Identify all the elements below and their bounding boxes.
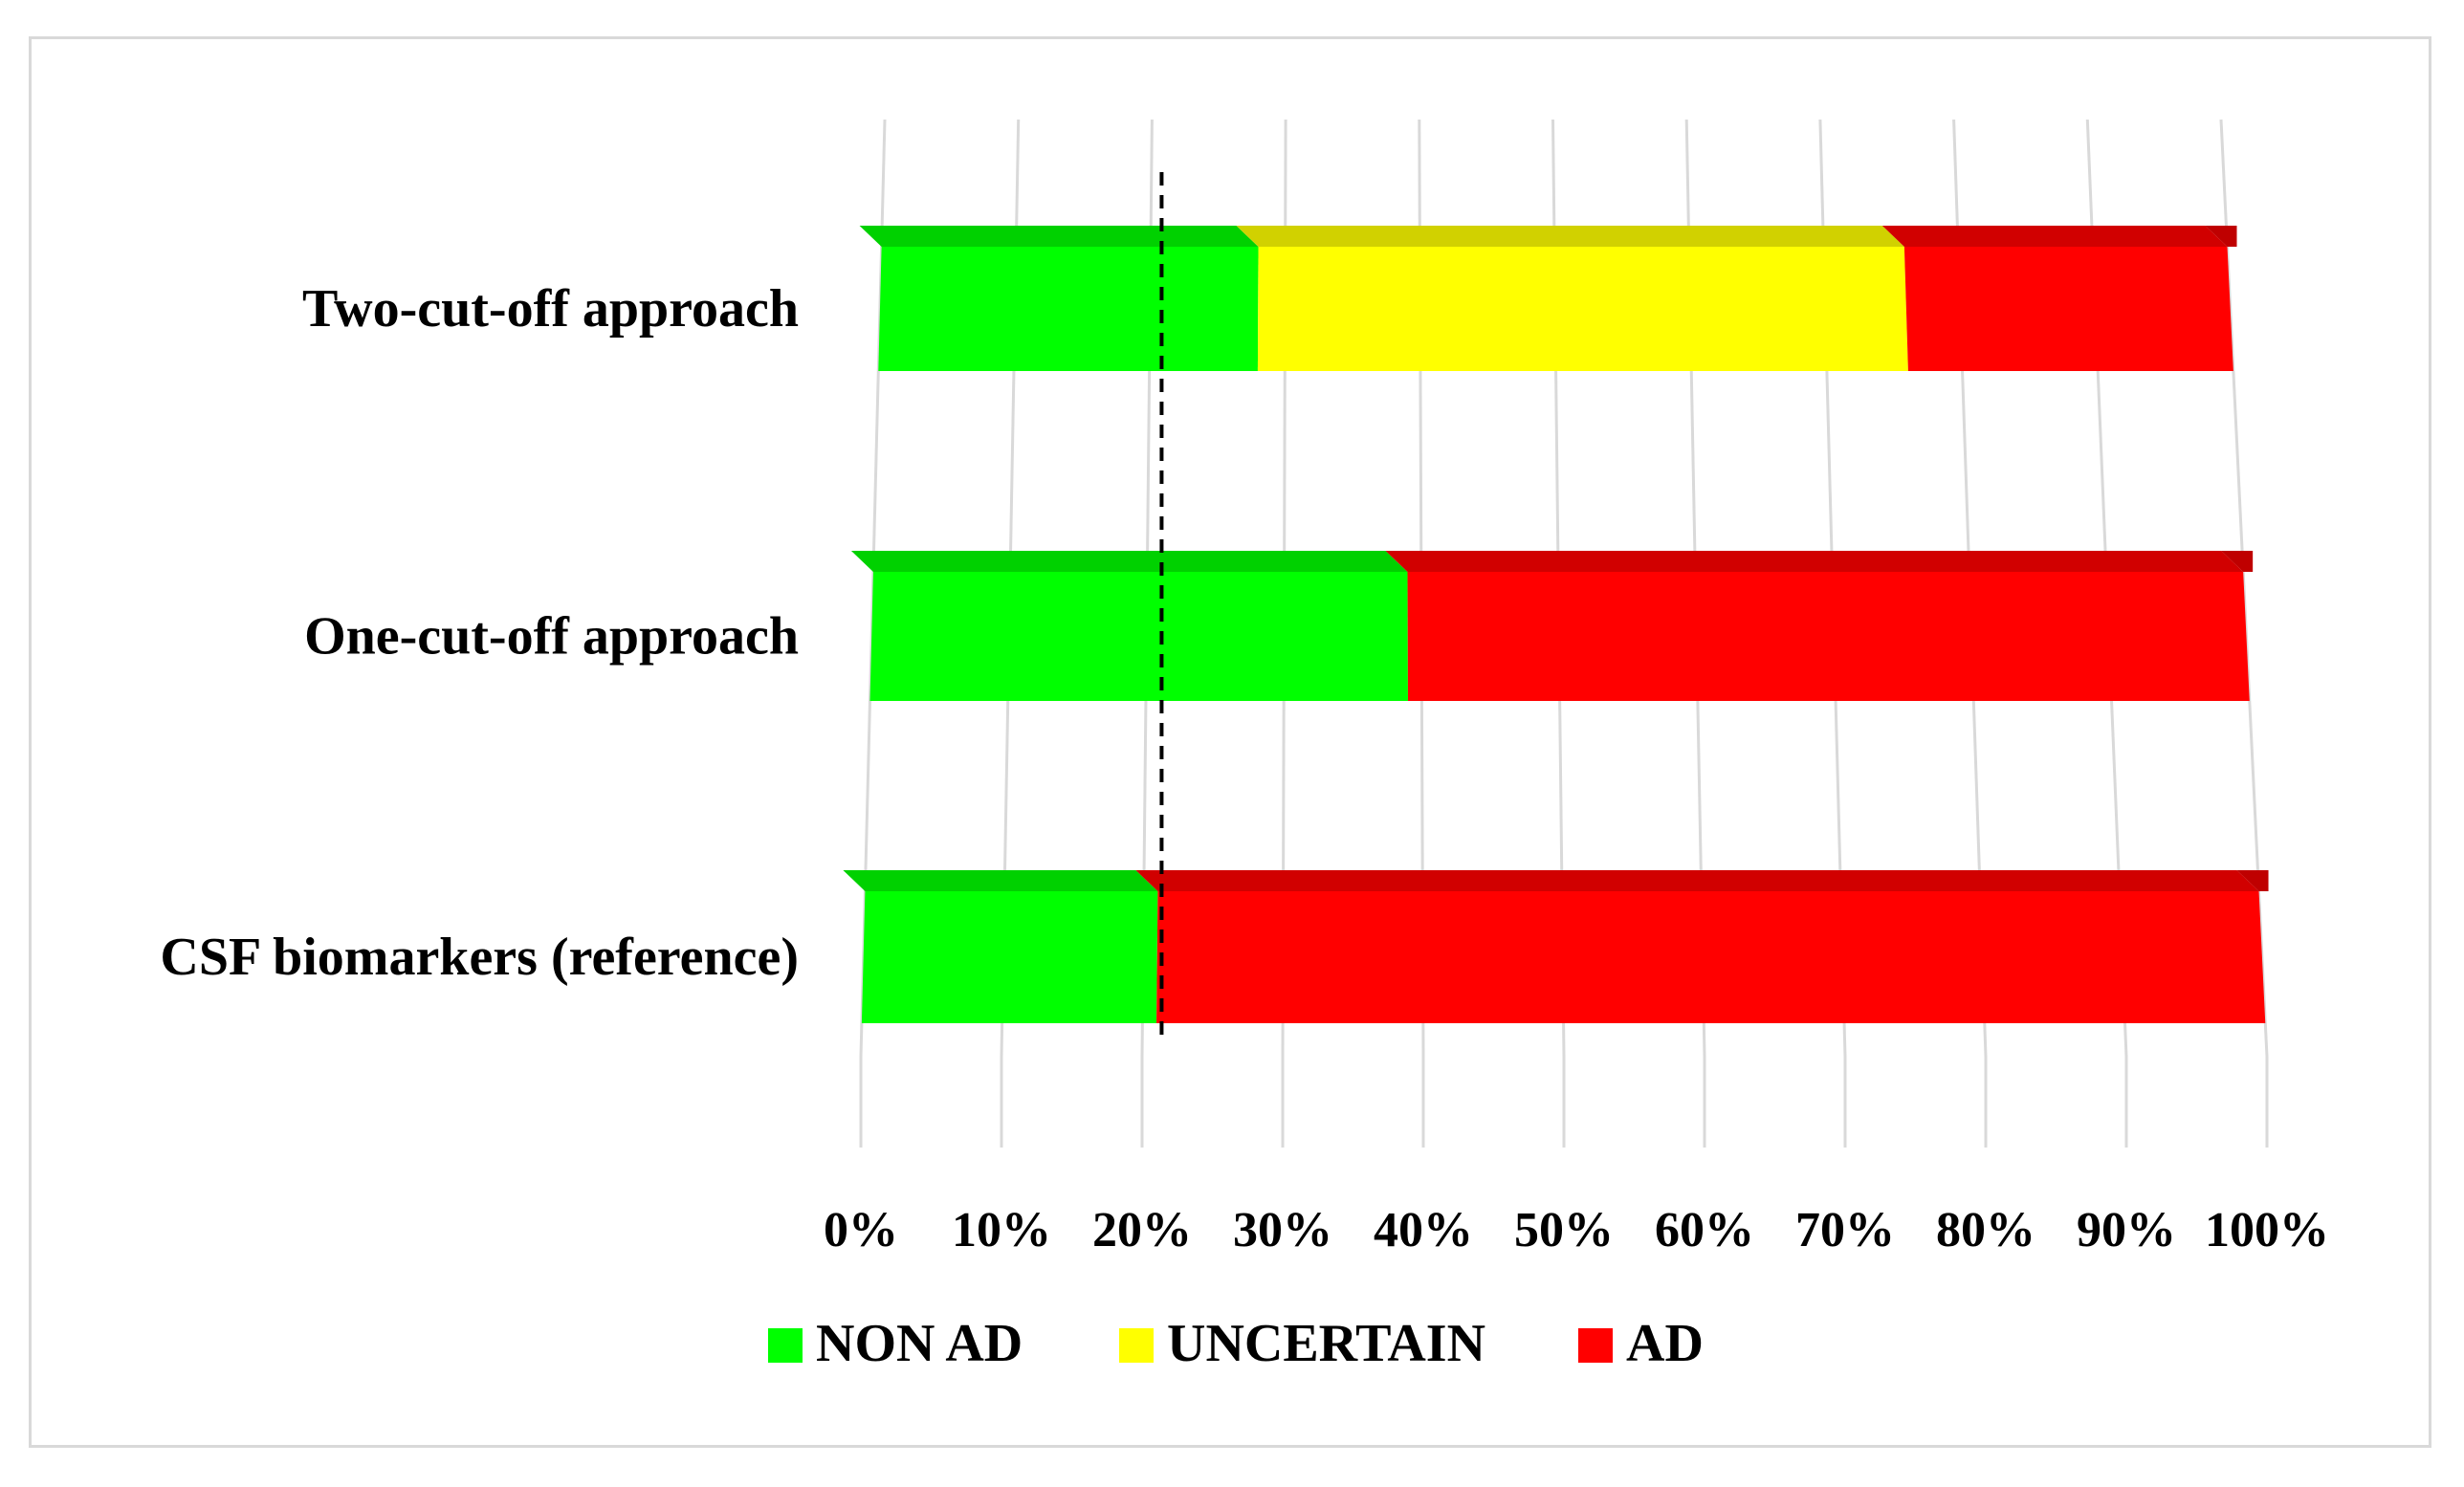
- bar-segment: [1903, 247, 2233, 371]
- category-label: Two-cut-off approach: [302, 279, 799, 339]
- legend-label: UNCERTAIN: [1167, 1314, 1485, 1373]
- gridline: [1418, 119, 1425, 1148]
- legend: NON AD UNCERTAIN AD: [768, 1314, 1704, 1373]
- bar-segment-top: [1135, 870, 2259, 891]
- gridline: [2219, 119, 2269, 1148]
- x-tick-label: 20%: [1092, 1203, 1192, 1257]
- gridline: [859, 119, 887, 1148]
- gridline: [1684, 119, 1706, 1148]
- gridline: [1140, 119, 1154, 1148]
- category-label: CSF biomarkers (reference): [160, 928, 799, 987]
- legend-swatch: [1119, 1328, 1154, 1363]
- bars: [843, 226, 2269, 1023]
- bar-segment: [878, 247, 1259, 371]
- legend-label: NON AD: [816, 1314, 1023, 1373]
- bar-segment: [861, 891, 1158, 1023]
- gridline: [1281, 119, 1287, 1148]
- bar-segment-top: [1385, 551, 2244, 572]
- bar-segment-top: [850, 551, 1408, 572]
- bar-segment: [1407, 572, 2250, 701]
- x-tick-label: 80%: [1936, 1203, 2035, 1257]
- gridline: [1818, 119, 1847, 1148]
- bar-segment-top: [1236, 226, 1904, 247]
- bar-segment: [1156, 891, 2266, 1023]
- x-tick-labels: 0% 10% 20% 30% 40% 50% 60% 70% 80% 90% 100%: [824, 1203, 2329, 1257]
- x-tick-label: 40%: [1374, 1203, 1473, 1257]
- legend-swatch: [768, 1328, 803, 1363]
- x-tick-label: 0%: [824, 1203, 898, 1257]
- x-tick-label: 70%: [1795, 1203, 1895, 1257]
- gridline: [1000, 119, 1021, 1148]
- bar-end-cap: [2221, 551, 2254, 572]
- x-tick-label: 100%: [2205, 1203, 2329, 1257]
- x-tick-label: 60%: [1655, 1203, 1754, 1257]
- bar-end-cap: [2205, 226, 2237, 247]
- bar-segment-top: [859, 226, 1259, 247]
- category-label: One-cut-off approach: [304, 607, 799, 667]
- gridline: [1551, 119, 1566, 1148]
- x-tick-label: 10%: [952, 1203, 1051, 1257]
- x-tick-label: 30%: [1233, 1203, 1332, 1257]
- bar-segment-top: [1881, 226, 2228, 247]
- bar-end-cap: [2236, 870, 2269, 891]
- gridline: [1952, 119, 1988, 1148]
- bar-segment: [1257, 247, 1908, 371]
- legend-swatch: [1578, 1328, 1613, 1363]
- gridline: [2085, 119, 2128, 1148]
- gridlines: [859, 119, 2269, 1148]
- category-labels: Two-cut-off approach One-cut-off approach…: [160, 279, 799, 987]
- x-tick-label: 90%: [2077, 1203, 2176, 1257]
- bar-segment-top: [843, 870, 1158, 891]
- legend-label: AD: [1626, 1314, 1704, 1373]
- bar-segment: [869, 572, 1408, 701]
- x-tick-label: 50%: [1514, 1203, 1614, 1257]
